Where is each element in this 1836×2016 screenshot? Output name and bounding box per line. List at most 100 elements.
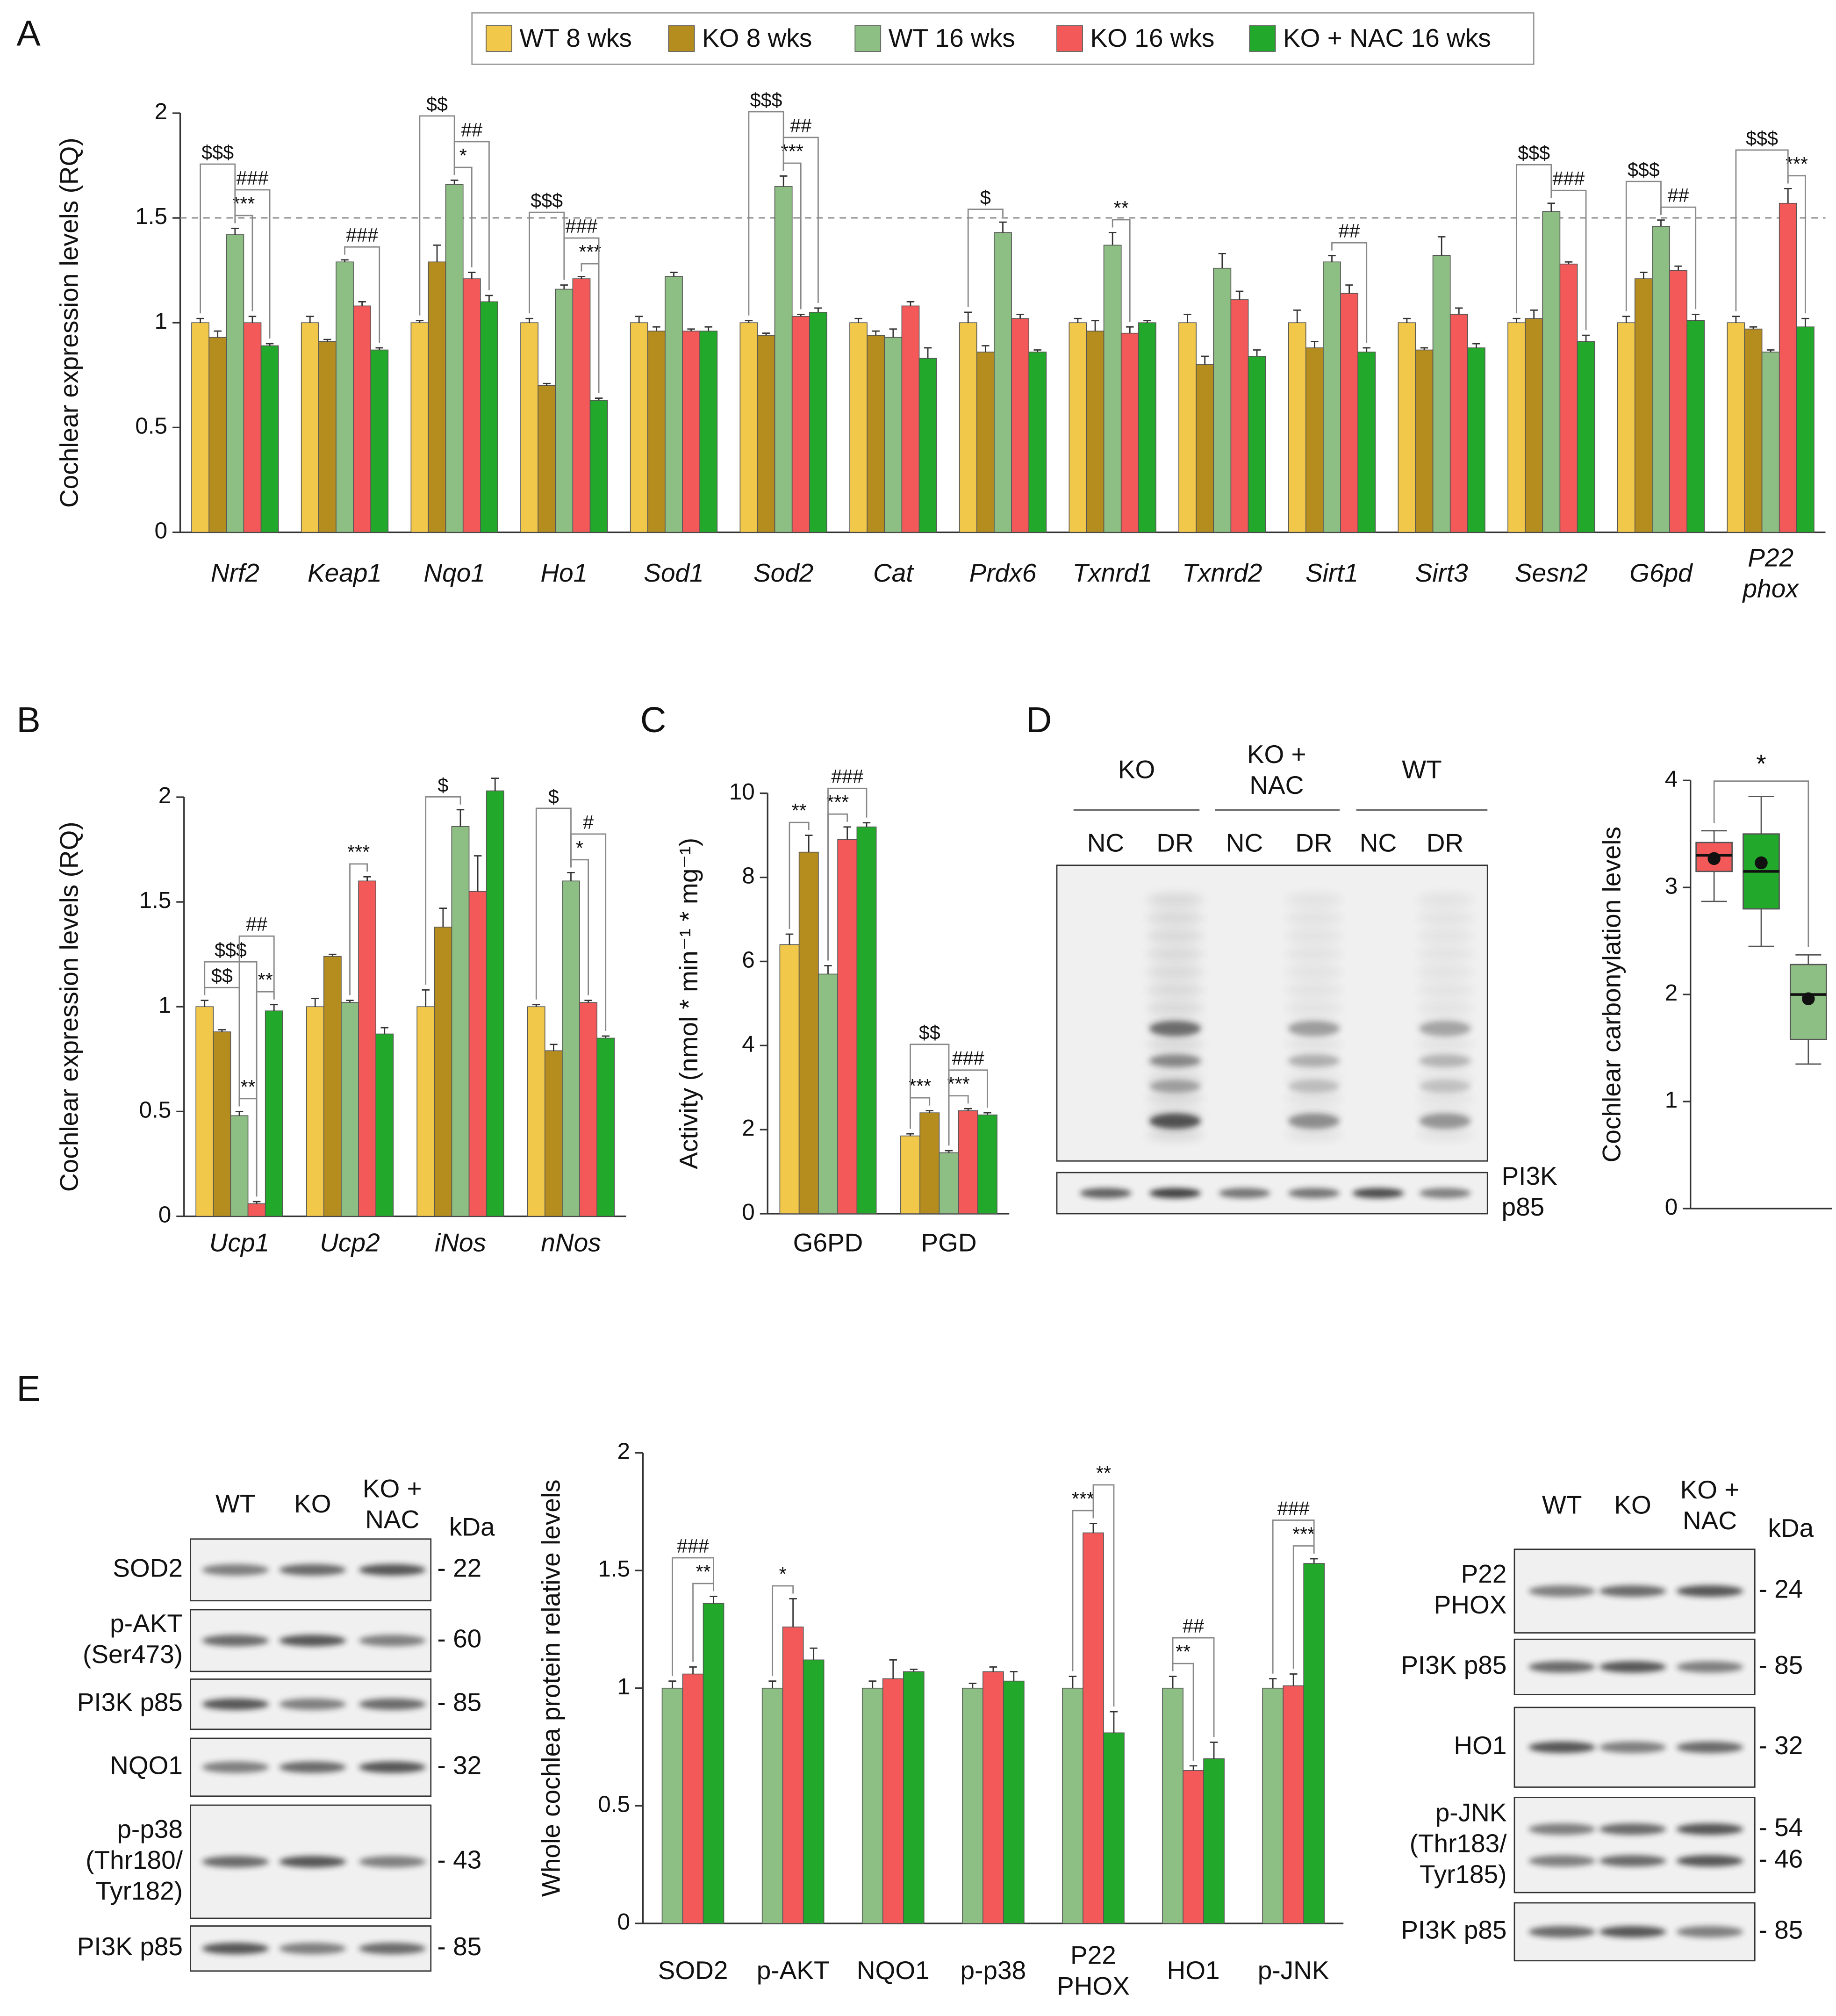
blot-band [1288,1188,1340,1198]
bar [1069,322,1087,533]
text-line: (Thr180/ [86,1845,183,1874]
error-bar [710,1596,717,1604]
x-tick-label: NQO1 [857,1956,930,1985]
error-bar [248,316,257,323]
bar [903,1671,925,1924]
bar [856,826,877,1214]
error-bar [687,328,695,331]
text-line: P22 [1461,1559,1507,1588]
significance-bracket [967,209,1004,307]
y-tick-label: 0.5 [139,1097,171,1123]
error-bar [989,1666,997,1672]
significance-label: *** [579,241,601,263]
text-line: KO + [1680,1475,1740,1504]
error-bar [1253,349,1261,356]
significance-label: ### [952,1048,984,1069]
legend-swatch [668,25,695,52]
bar [208,337,227,533]
error-bar [1201,355,1209,365]
bar [572,278,591,533]
bar [520,322,538,533]
mean [1707,852,1721,865]
significance-bracket [1112,219,1131,322]
kda-marker: - 54 [1759,1813,1803,1842]
bar [1262,1687,1284,1924]
bar [375,1033,394,1217]
blot-band [1419,1113,1471,1129]
bar [358,880,377,1217]
error-bar [653,326,660,331]
bar [994,232,1012,533]
blot-band [279,1761,346,1773]
blot-row-label: HO1 [1454,1731,1506,1760]
blot-band [1417,893,1473,907]
blot-band [1149,1054,1201,1067]
error-bar [872,330,880,336]
panel-label: A [16,13,41,53]
blot-band [1147,929,1204,943]
blot-band [1352,1188,1404,1198]
y-tick-label: 0 [742,1199,755,1225]
bar [323,956,342,1217]
y-tick-label: 0.5 [598,1791,630,1817]
blot-band [1599,1741,1666,1753]
bar [527,1006,545,1217]
error-bar [1016,313,1024,319]
blot-band [1419,1054,1471,1067]
error-bar [689,1666,697,1674]
bar [1283,1685,1305,1924]
error-bar [779,175,788,187]
blot-band [202,1761,269,1773]
significance-label: $$ [919,1022,940,1044]
error-bar [1126,326,1134,333]
error-bar [910,1669,918,1672]
y-tick-label: 0.5 [135,413,167,439]
bar [1669,270,1688,533]
bar [1086,331,1104,533]
blot-band [1219,1188,1270,1198]
error-bar [1010,1671,1018,1681]
error-bar [1674,265,1682,271]
bar [1779,202,1797,533]
bar [882,1678,904,1924]
bar [1305,347,1324,533]
x-tick-label: HO1 [1167,1956,1220,1985]
bar [265,1010,283,1217]
y-tick-label: 1.5 [139,887,171,913]
bar [939,1152,959,1214]
blot-band [1147,1091,1204,1105]
x-tick-label: Sirt1 [1305,558,1358,587]
x-tick-label: p-JNK [1258,1956,1329,1985]
blot-band [1285,1091,1342,1105]
legend-label: WT 8 wks [520,23,632,52]
x-tick-label: G6PD [793,1228,863,1257]
bar [1178,322,1197,533]
y-tick-label: 2 [617,1439,630,1464]
bar [555,288,574,533]
y-tick-label: 6 [742,947,755,973]
error-bar [1089,1523,1097,1533]
error-bar [1293,309,1301,323]
significance-bracket [1713,780,1809,947]
error-bar [1074,317,1082,323]
blot-band [1599,1661,1666,1673]
text-line: KO + [1247,740,1306,769]
bar [682,1673,704,1924]
text-line: Tyr182) [96,1876,183,1905]
bar [1138,322,1156,533]
blot-group-label: KO + NAC [1247,740,1306,799]
significance-bracket [772,1585,794,1676]
text-line: p-AKT [110,1609,183,1638]
blot-lane-label: NC [1360,828,1397,857]
error-bar [525,317,533,323]
blot-row-label: PI3K p85 [1401,1650,1506,1679]
error-bar [1210,1742,1218,1759]
bar [247,1203,266,1217]
bar [538,385,556,533]
error-bar [1143,320,1151,323]
significance-label: $$ [211,965,233,986]
blot-band [1676,1855,1743,1867]
error-bar [768,1680,776,1688]
significance-label: ** [241,1076,256,1098]
